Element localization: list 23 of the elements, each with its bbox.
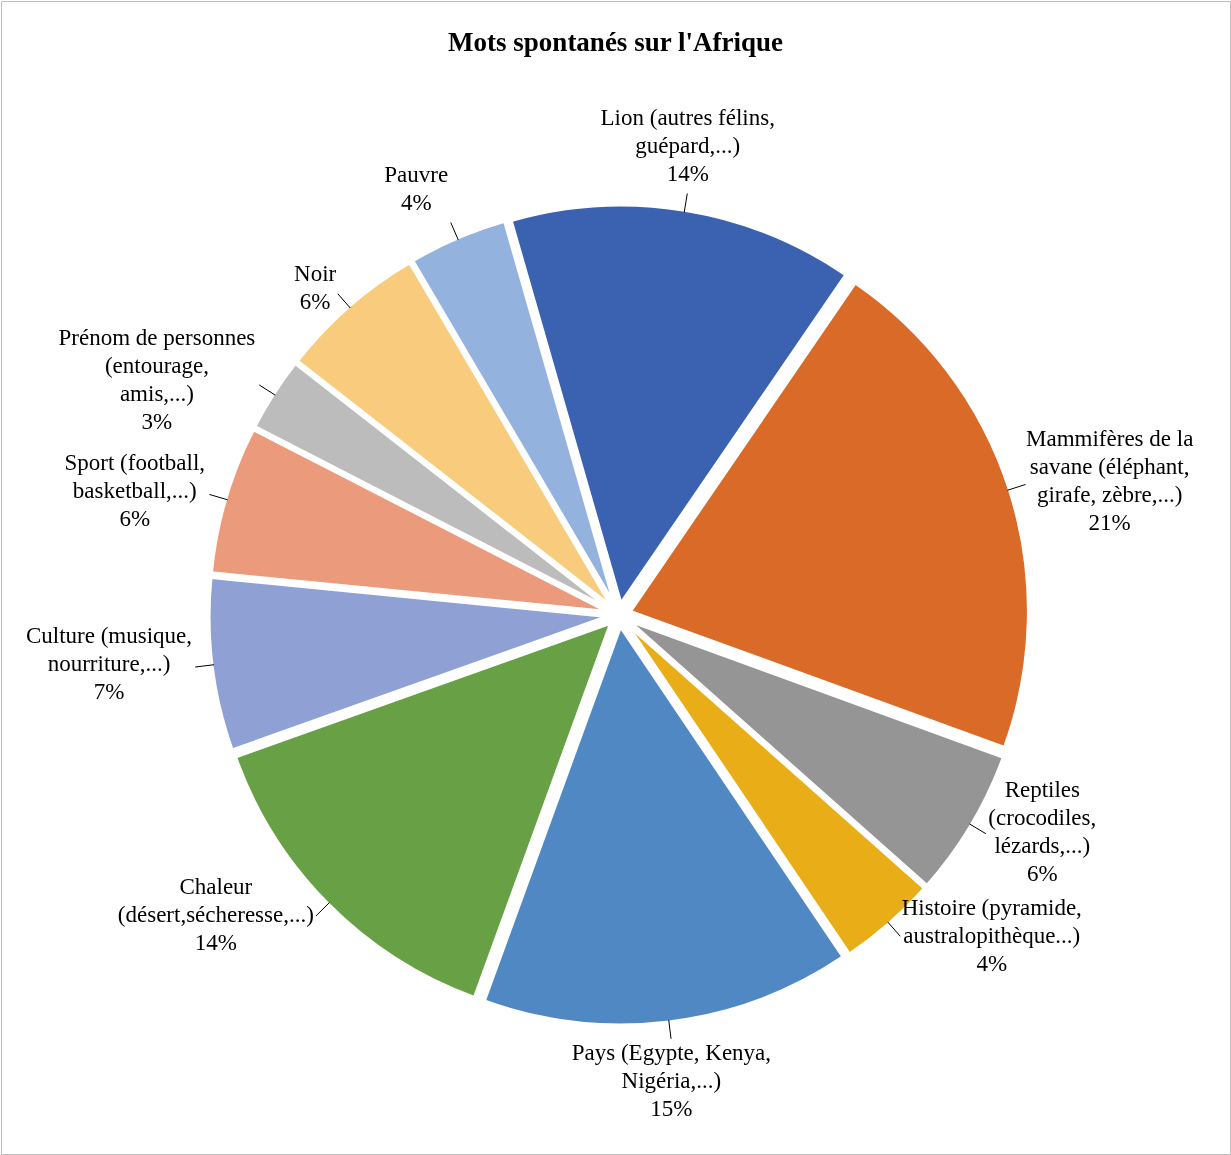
slice-label: Lion (autres félins, guépard,...) bbox=[600, 104, 775, 158]
slice-label: Histoire (pyramide, australopithèque...) bbox=[901, 894, 1082, 948]
slice-label: Prénom de personnes (entourage, amis,...) bbox=[58, 325, 256, 407]
chart-title: Mots spontanés sur l'Afrique bbox=[448, 27, 783, 57]
slice-label: Noir bbox=[294, 261, 337, 287]
data-label: 15% bbox=[650, 1095, 693, 1121]
slice-label: Culture (musique, nourriture,...) bbox=[25, 623, 193, 677]
data-label: 6% bbox=[299, 289, 331, 315]
data-label: 4% bbox=[400, 189, 432, 215]
data-label: 14% bbox=[666, 160, 709, 186]
data-label: 7% bbox=[93, 679, 125, 705]
data-label: 21% bbox=[1088, 509, 1131, 535]
data-label: 4% bbox=[976, 950, 1008, 976]
slice-label: Chaleur (désert,sécheresse,...) bbox=[117, 873, 314, 927]
data-label: 14% bbox=[194, 929, 237, 955]
slice-label: Pays (Egypte, Kenya, Nigéria,...) bbox=[571, 1039, 772, 1093]
slice-label: Reptiles (crocodiles, lézards,...) bbox=[988, 777, 1097, 859]
data-label: 3% bbox=[141, 409, 173, 435]
data-label: 6% bbox=[119, 505, 151, 531]
slice-label: Sport (football, basketball,...) bbox=[64, 449, 206, 503]
data-label: 6% bbox=[1026, 861, 1058, 887]
slice-label: Mammifères de la savane (éléphant, girafe, zèbre,...) bbox=[1026, 425, 1194, 507]
slice-label: Pauvre bbox=[384, 161, 449, 187]
